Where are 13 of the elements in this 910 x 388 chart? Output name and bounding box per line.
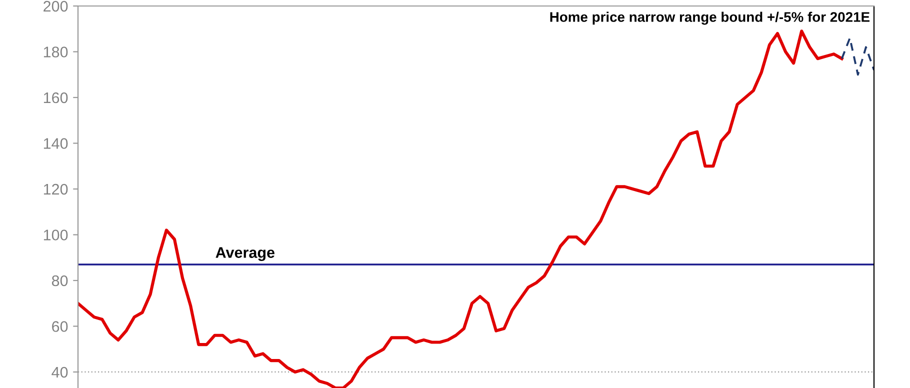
y-tick-label: 100 <box>44 230 68 240</box>
y-tick-label: 120 <box>44 184 68 195</box>
y-tick-label: 200 <box>44 0 68 12</box>
annotation: Home price narrow range bound +/-5% for 2021E <box>550 12 870 25</box>
line-series <box>78 30 844 388</box>
y-tick-label: 60 <box>52 321 68 332</box>
y-tick-label: 180 <box>44 46 68 58</box>
line-series <box>840 37 874 76</box>
ref-line-label: Average <box>216 247 275 262</box>
y-tick-label: 140 <box>44 138 68 149</box>
y-tick-label: 160 <box>44 92 68 104</box>
y-tick-label: 80 <box>52 275 68 286</box>
y-tick-label: 40 <box>52 366 68 378</box>
